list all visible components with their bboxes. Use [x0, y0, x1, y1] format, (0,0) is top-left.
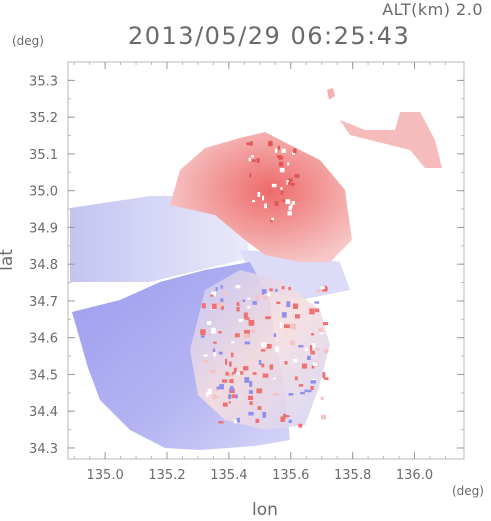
y-tick-label: 34.4	[29, 405, 58, 420]
timestamp-title: 2013/05/29 06:25:43	[128, 22, 411, 50]
x-tick-label: 136.0	[396, 468, 433, 483]
y-tick-label: 34.5	[29, 368, 58, 383]
west-negative-region	[70, 196, 250, 282]
altitude-label: ALT(km) 2.0	[382, 0, 483, 19]
plot-frame	[67, 61, 465, 460]
x-axis-label: lon	[252, 500, 278, 520]
y-tick-label: 35.1	[29, 148, 58, 163]
y-tick-label: 35.2	[29, 111, 58, 126]
northeast-small-echo	[327, 88, 335, 100]
y-tick-label: 34.9	[29, 221, 58, 236]
north-positive-region	[170, 132, 352, 262]
y-tick-label: 35.3	[29, 74, 58, 89]
x-tick-label: 135.0	[87, 468, 124, 483]
y-tick-label: 34.6	[29, 332, 58, 347]
y-tick-label: 34.7	[29, 295, 58, 310]
x-tick-label: 135.6	[272, 468, 309, 483]
x-tick-label: 135.4	[210, 468, 247, 483]
y-tick-label: 35.0	[29, 185, 58, 200]
south-mixed-region	[190, 270, 330, 430]
y-tick-label: 34.8	[29, 258, 58, 273]
northeast-positive-echo	[340, 112, 442, 168]
x-axis-unit: (deg)	[452, 484, 484, 498]
y-axis-unit: (deg)	[12, 34, 44, 48]
x-tick-label: 135.8	[334, 468, 371, 483]
clutter-speckles	[200, 140, 329, 428]
y-tick-label: 34.3	[29, 442, 58, 457]
x-tick-label: 135.2	[148, 468, 185, 483]
